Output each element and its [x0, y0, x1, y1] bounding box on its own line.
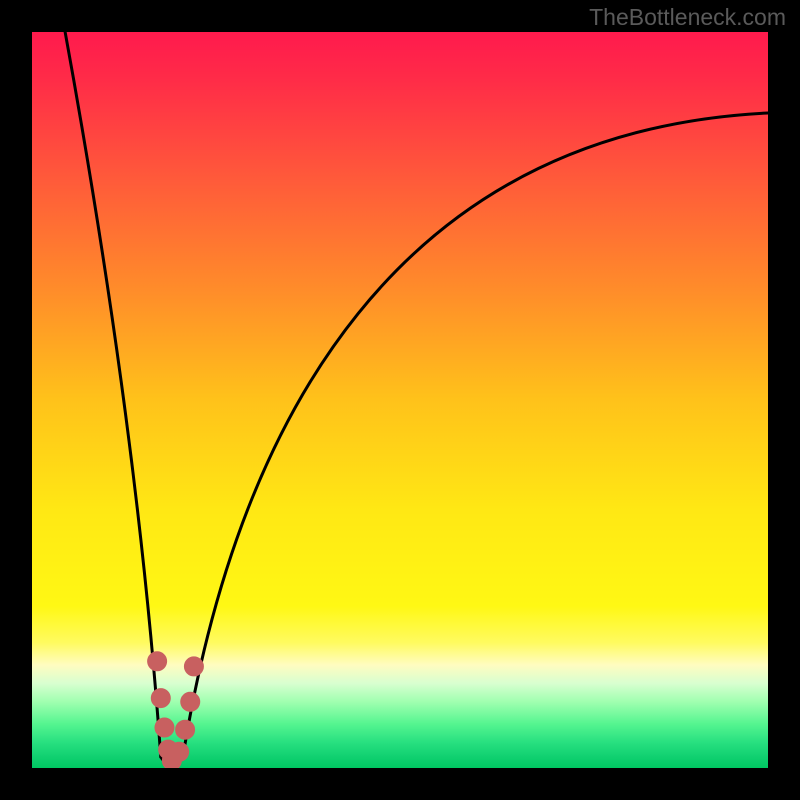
- data-point: [176, 721, 194, 739]
- data-point: [181, 693, 199, 711]
- data-point: [148, 652, 166, 670]
- watermark: TheBottleneck.com: [589, 4, 786, 31]
- data-point: [152, 689, 170, 707]
- data-point: [155, 719, 173, 737]
- curve-layer: [32, 32, 768, 768]
- data-point: [185, 657, 203, 675]
- chart-container: TheBottleneck.com: [0, 0, 800, 800]
- plot-area: [32, 32, 768, 768]
- data-point: [170, 743, 188, 761]
